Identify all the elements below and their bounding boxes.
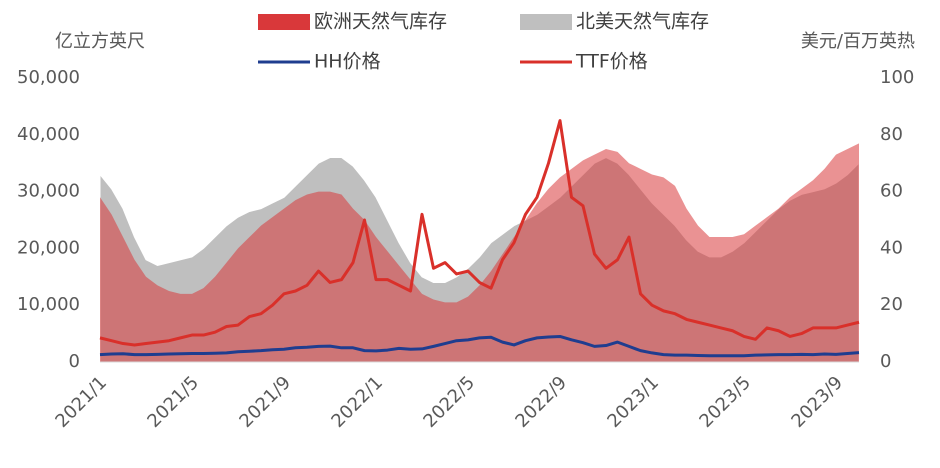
area xyxy=(100,143,859,362)
y-tick-label: 30,000 xyxy=(17,181,80,202)
y2-tick-label: 100 xyxy=(880,67,914,88)
y-tick-label: 20,000 xyxy=(17,237,80,258)
y2-tick-label: 60 xyxy=(880,181,903,202)
x-tick-label: 2021/9 xyxy=(235,372,295,432)
x-tick-label: 2022/1 xyxy=(327,372,387,432)
x-tick-label: 2021/5 xyxy=(143,372,203,432)
y2-tick-label: 0 xyxy=(880,351,891,372)
x-tick-label: 2023/9 xyxy=(787,372,847,432)
x-tick-label: 2023/5 xyxy=(695,372,755,432)
legend-label: 北美天然气库存 xyxy=(576,11,709,33)
line xyxy=(99,334,860,358)
x-tick-label: 2022/9 xyxy=(511,372,571,432)
legend-label: TTF价格 xyxy=(575,51,648,73)
y2-tick-label: 40 xyxy=(880,237,903,258)
y-tick-label: 40,000 xyxy=(17,124,80,145)
y-axis-label: 亿立方英尺 xyxy=(55,31,145,52)
y2-axis-label: 美元/百万英热 xyxy=(801,31,915,52)
legend-swatch xyxy=(520,14,572,30)
x-tick-label: 2021/1 xyxy=(51,372,111,432)
y2-tick-label: 20 xyxy=(880,294,903,315)
line xyxy=(99,119,860,347)
y-tick-label: 50,000 xyxy=(17,67,80,88)
y-tick-label: 10,000 xyxy=(17,294,80,315)
x-tick-label: 2022/5 xyxy=(419,372,479,432)
legend-label: HH价格 xyxy=(314,51,381,73)
legend-swatch xyxy=(258,14,310,30)
y2-tick-label: 80 xyxy=(880,124,903,145)
legend-label: 欧洲天然气库存 xyxy=(314,11,447,33)
x-tick-label: 2023/1 xyxy=(603,372,663,432)
y-tick-label: 0 xyxy=(69,351,80,372)
